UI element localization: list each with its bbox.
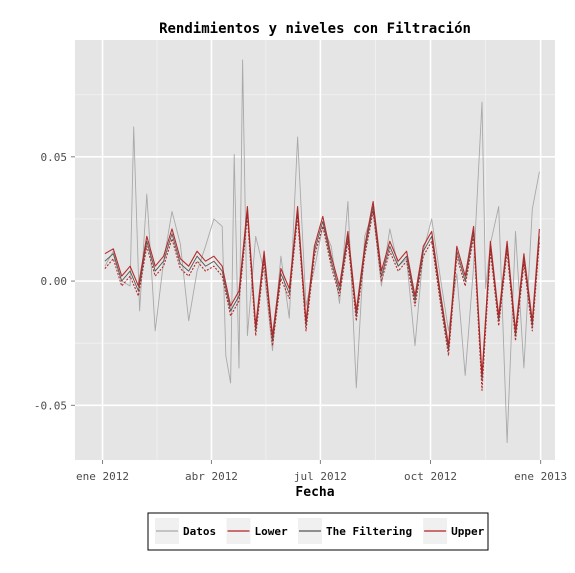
x-tick-label: jul 2012 xyxy=(294,470,347,483)
y-tick-label: 0.05 xyxy=(41,151,68,164)
series-upper xyxy=(104,200,540,377)
chart-title: Rendimientos y niveles con Filtración xyxy=(159,21,471,37)
x-tick-label: ene 2013 xyxy=(514,470,567,483)
y-tick-label: 0.00 xyxy=(41,275,68,288)
grid xyxy=(75,40,555,460)
x-tick-label: ene 2012 xyxy=(76,470,129,483)
axes: ene 2012 abr 2012 jul 2012 oct 2012 ene 2013… xyxy=(34,151,567,483)
legend-label: Datos xyxy=(183,525,216,538)
legend-label: Upper xyxy=(451,525,484,538)
series-group xyxy=(104,59,540,444)
x-axis-label: Fecha xyxy=(295,485,334,500)
legend-label: The Filtering xyxy=(326,525,412,538)
legend: Datos Lower The Filtering Upper xyxy=(147,512,489,551)
y-tick-label: -0.05 xyxy=(34,399,67,412)
x-tick-label: abr 2012 xyxy=(185,470,238,483)
series-the-filtering xyxy=(104,206,540,381)
x-tick-label: oct 2012 xyxy=(404,470,457,483)
legend-label: Lower xyxy=(255,525,288,538)
